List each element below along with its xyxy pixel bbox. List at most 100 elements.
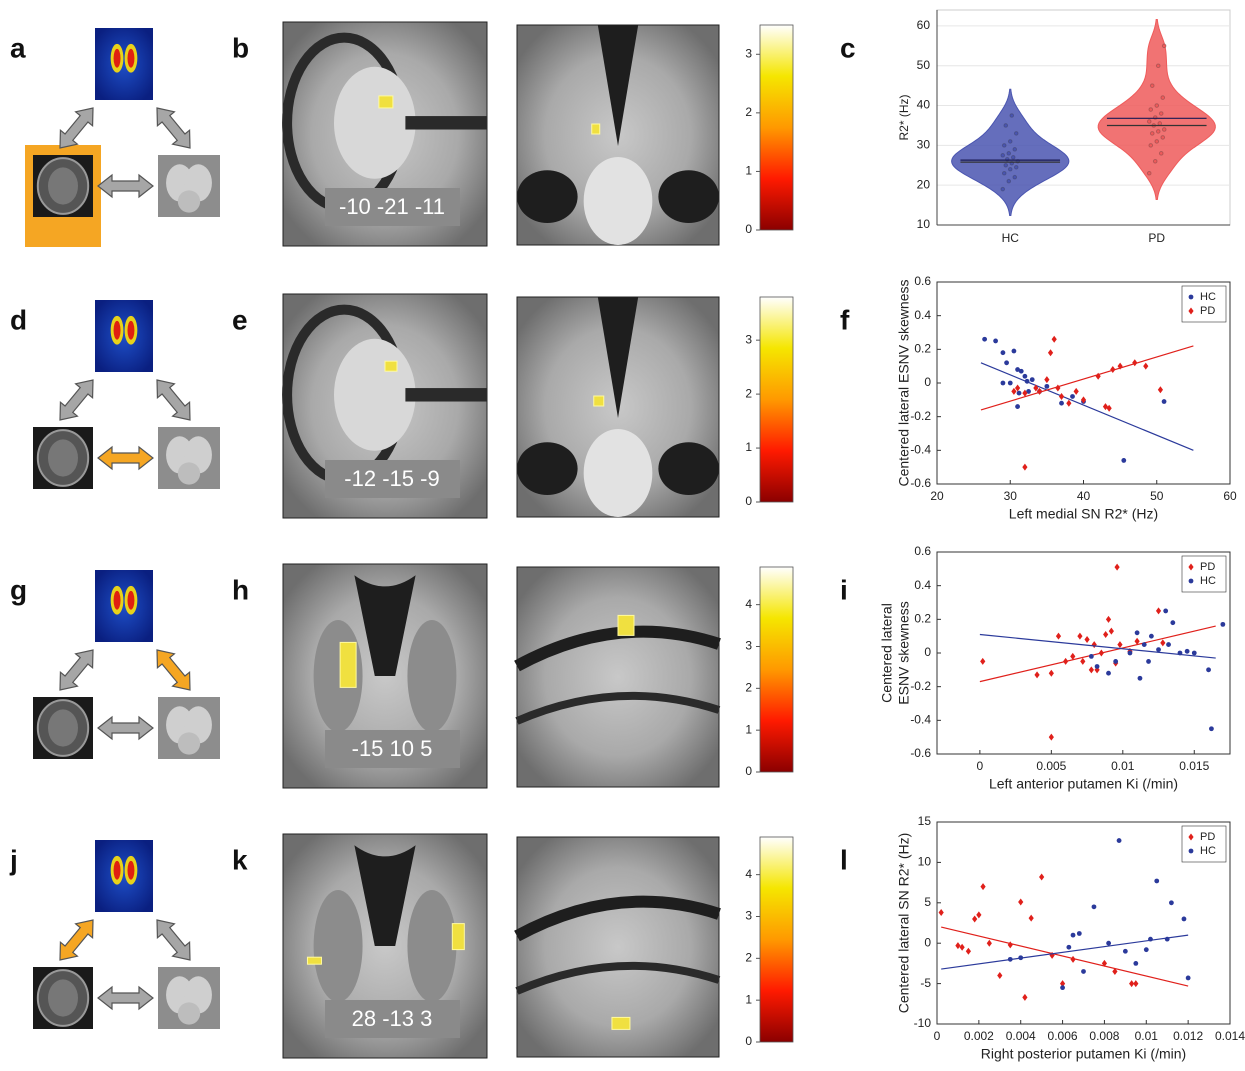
scatter-point (1160, 639, 1166, 647)
violin-point (1007, 166, 1013, 172)
violin-body (951, 88, 1070, 216)
mri-inner (48, 439, 78, 477)
y-tick-label: 0.6 (914, 544, 931, 558)
violin-point (1013, 164, 1019, 170)
colorbar-tick-label: 2 (745, 105, 752, 119)
scatter-point (1070, 932, 1076, 938)
scatter-point (1028, 914, 1034, 922)
y-tick-label: 50 (917, 58, 931, 72)
y-tick-label: 10 (917, 217, 931, 231)
scatter-point (1018, 368, 1024, 374)
y-tick-label: 0.2 (914, 612, 931, 626)
panel-letter: b (232, 32, 249, 63)
scatter-point (1066, 399, 1072, 407)
x-tick-label: 40 (1077, 489, 1091, 503)
lobe-r (658, 442, 719, 495)
legend-label: PD (1200, 831, 1215, 843)
pet-thumb (95, 28, 153, 100)
scatter-point (1108, 627, 1114, 635)
double-arrow (97, 173, 154, 199)
scatter-point (1117, 641, 1123, 649)
scatter-point (1133, 961, 1139, 966)
x-tick-label: 0.004 (1006, 1029, 1036, 1043)
coordinate-box (325, 1000, 460, 1038)
colorbar-tick-label: 1 (745, 164, 752, 178)
midbrain (334, 66, 416, 179)
lobe-l (517, 442, 578, 495)
scatter-point (1059, 400, 1064, 406)
scatter-point (1073, 387, 1079, 395)
scatter-point (1026, 389, 1031, 394)
scatter-point (955, 942, 961, 950)
x-axis-title: Left anterior putamen Ki (/min) (989, 776, 1178, 792)
panel-letter: a (10, 32, 26, 63)
colorbar-tick-label: 3 (745, 46, 752, 60)
scatter-point (1127, 650, 1133, 656)
dark-curve (515, 691, 721, 725)
scatter-point (1121, 458, 1127, 463)
scatter-point (1048, 669, 1054, 677)
scatter-point (1076, 931, 1082, 936)
scatter-point (1070, 652, 1076, 660)
arrow-shape (156, 379, 191, 421)
scatter-point (1137, 675, 1143, 681)
pet-core (127, 590, 135, 610)
x-tick-label: 50 (1150, 489, 1164, 503)
scatter-point (1022, 993, 1028, 1001)
mri-inner (48, 709, 78, 747)
mri-inner (48, 979, 78, 1017)
coordinate-box (325, 188, 460, 226)
violin-point (1158, 111, 1164, 116)
panel-letter: k (232, 844, 248, 875)
y-tick-label: -0.6 (910, 476, 931, 490)
colorbar (759, 24, 794, 231)
scatter-point (1034, 671, 1040, 679)
scatter-point (1000, 380, 1006, 386)
scatter-point (1122, 948, 1128, 954)
colorbar (759, 296, 794, 503)
legend-box (1181, 285, 1227, 323)
arrow-shape (97, 173, 154, 199)
violin-body (1097, 19, 1216, 201)
legend-marker (1188, 294, 1194, 300)
scatter-point (1161, 399, 1167, 404)
scatter-point (1112, 967, 1118, 975)
panel-letter: c (840, 32, 856, 63)
scatter-point (1154, 878, 1160, 884)
scatter-point (1055, 632, 1062, 640)
x-tick-label: HC (1002, 231, 1020, 245)
colorbar (759, 566, 794, 773)
scatter-point (1059, 980, 1066, 988)
x-tick-label: 0.005 (1036, 759, 1066, 773)
activation-blob (617, 614, 635, 636)
violin-point (1149, 83, 1155, 88)
scatter-point (1146, 659, 1151, 664)
scatter-point (1044, 376, 1050, 384)
scatter-point (965, 947, 971, 955)
colorbar-tick-label: 0 (745, 222, 752, 236)
pet-thumb (95, 300, 153, 372)
scatter-point (1060, 985, 1065, 991)
template-c (177, 732, 201, 755)
dark-band (405, 388, 487, 402)
pet-core (113, 48, 121, 68)
scatter-point (976, 911, 982, 919)
x-axis-title: Right posterior putamen Ki (/min) (981, 1046, 1186, 1062)
violin-point (1158, 151, 1164, 156)
midbrain (334, 338, 416, 451)
violin-point (1160, 95, 1166, 100)
scatter-point (1014, 384, 1021, 392)
y-axis-title: ESNV skewness (896, 601, 912, 704)
scatter-point (1134, 630, 1140, 636)
scatter-point (1117, 362, 1123, 370)
y-axis-title: Centered lateral (879, 603, 895, 703)
dark-band (405, 116, 487, 130)
violin-point (1006, 178, 1012, 184)
y-tick-label: 0.6 (914, 274, 931, 288)
scatter-point (1106, 404, 1112, 412)
violin-point (1003, 123, 1009, 128)
colorbar-tick-label: 4 (745, 597, 752, 611)
scatter-point (1091, 641, 1097, 649)
scatter-point (1080, 657, 1086, 665)
scatter-point (1209, 726, 1214, 732)
